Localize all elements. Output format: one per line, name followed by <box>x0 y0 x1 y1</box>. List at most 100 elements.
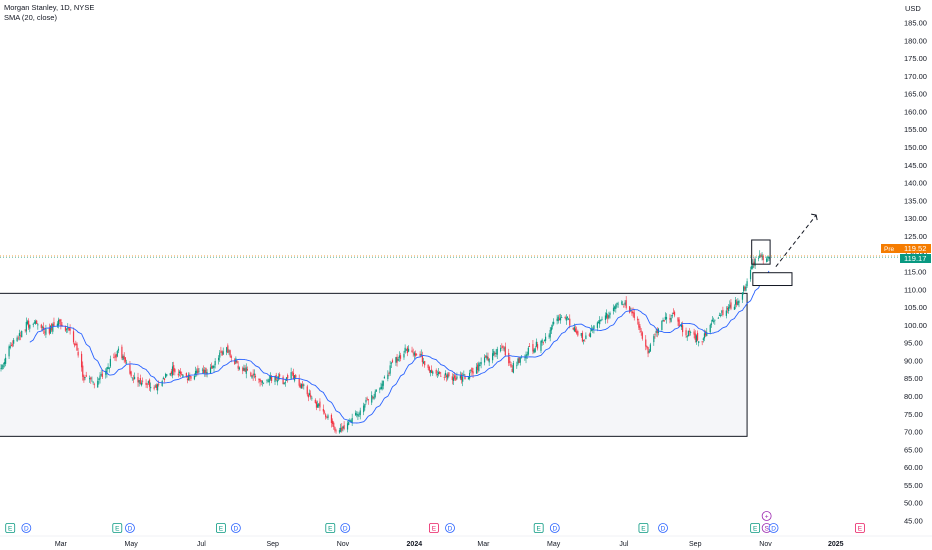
earnings-marker-icon[interactable] <box>638 523 649 533</box>
earnings-letter: E <box>432 525 437 532</box>
price-tick-label: 180.00 <box>904 36 927 45</box>
candle-body <box>374 391 376 398</box>
candle-body <box>387 374 389 380</box>
candle-body <box>188 374 190 381</box>
candle-body <box>646 345 648 348</box>
candle-body <box>569 318 571 326</box>
earnings-marker-icon[interactable] <box>533 523 544 533</box>
dividend-marker-icon[interactable] <box>21 523 32 533</box>
price-tick-label: 115.00 <box>904 268 926 277</box>
indicator-title[interactable]: SMA (20, close) <box>4 13 57 22</box>
candle-body <box>379 388 381 390</box>
candle-body <box>600 319 602 322</box>
earnings-marker-icon[interactable] <box>216 523 226 533</box>
candle-body <box>467 377 470 380</box>
earnings-marker-icon[interactable] <box>112 523 123 533</box>
candle-body <box>516 365 518 367</box>
candle-body <box>358 415 360 417</box>
chart-legend[interactable]: Morgan Stanley, 1D, NYSE SMA (20, close) <box>4 3 94 23</box>
dividend-marker-icon[interactable] <box>768 523 779 533</box>
candle-body <box>269 375 272 380</box>
candle-body <box>251 375 253 378</box>
earnings-marker-icon[interactable] <box>5 523 16 533</box>
candle-body <box>390 362 392 364</box>
candle-body <box>702 338 704 341</box>
candle-body <box>57 319 60 326</box>
candle-body <box>710 323 712 325</box>
candle-body <box>338 430 341 433</box>
candle-body <box>19 335 22 337</box>
candle-body <box>734 299 737 305</box>
candle-body <box>483 357 486 363</box>
candle-body <box>622 304 624 306</box>
candle-body <box>355 412 357 416</box>
dividend-marker-icon[interactable] <box>125 523 135 533</box>
candle-body <box>93 384 95 386</box>
candle-body <box>174 368 176 373</box>
price-tick-label: 125.00 <box>904 232 927 241</box>
candle-body <box>471 367 473 373</box>
candle-body <box>60 319 62 327</box>
candle-body <box>452 377 455 381</box>
candle-body <box>486 355 488 359</box>
candle-body <box>158 383 160 385</box>
candle-body <box>623 306 625 308</box>
candle-body <box>161 380 163 386</box>
candle-body <box>532 344 534 352</box>
candle-body <box>343 425 345 429</box>
candle-body <box>342 426 344 429</box>
price-tick-label: 55.00 <box>904 481 923 490</box>
candle-body <box>584 340 586 342</box>
candle-body <box>133 376 136 380</box>
candle-body <box>41 326 44 328</box>
earnings-marker-icon[interactable] <box>750 523 761 533</box>
candle-body <box>556 318 558 321</box>
candle-body <box>455 377 457 381</box>
dividend-marker-icon[interactable] <box>445 523 455 533</box>
candle-body <box>171 366 174 376</box>
candle-body <box>318 403 320 407</box>
plus-event-icon[interactable] <box>761 511 772 521</box>
candle-body <box>478 363 480 372</box>
symbol-title[interactable]: Morgan Stanley, 1D, NYSE <box>4 3 95 12</box>
candle-body <box>565 317 567 321</box>
candle-body <box>205 367 207 374</box>
earnings-marker-icon[interactable] <box>429 523 439 533</box>
candle-body <box>64 326 67 331</box>
consolidation-box-drawing[interactable] <box>751 239 771 265</box>
earnings-marker-icon[interactable] <box>325 523 336 533</box>
time-axis-labels[interactable]: Mar May Jul Sep Nov 2024 Mar May Jul Sep Nov 2025 <box>55 541 844 548</box>
candle-body <box>108 367 110 370</box>
dividend-marker-icon[interactable] <box>340 523 351 533</box>
candle-body <box>131 377 133 379</box>
candle-body <box>381 383 383 390</box>
support-box-drawing[interactable] <box>752 272 793 287</box>
candle-body <box>291 372 293 374</box>
candle-body <box>753 261 755 265</box>
dividend-marker-icon[interactable] <box>230 523 241 533</box>
candle-body <box>44 331 46 333</box>
candle-body <box>194 370 197 375</box>
candle-body <box>153 387 155 389</box>
candle-body <box>509 361 511 363</box>
dividend-marker-icon[interactable] <box>549 523 560 533</box>
candle-body <box>359 410 361 416</box>
candle-body <box>314 399 316 403</box>
candle-body <box>580 333 582 336</box>
projection-dashed-line[interactable] <box>775 214 817 267</box>
candle-body <box>432 371 434 374</box>
candle-body <box>45 329 47 335</box>
candle-body <box>375 390 377 392</box>
candle-body <box>703 333 706 339</box>
candle-body <box>574 328 577 333</box>
candle-body <box>203 369 205 374</box>
earnings-marker-icon[interactable] <box>855 523 865 533</box>
range-rectangle-drawing[interactable] <box>0 292 748 437</box>
events-row[interactable]: E D E D E D E D E D E D E D E+S D E <box>5 511 865 533</box>
dividend-marker-icon[interactable] <box>658 523 668 533</box>
price-axis-background[interactable] <box>898 0 932 536</box>
candle-body <box>746 281 748 287</box>
candle-body <box>728 306 730 312</box>
candle-body <box>219 352 221 358</box>
